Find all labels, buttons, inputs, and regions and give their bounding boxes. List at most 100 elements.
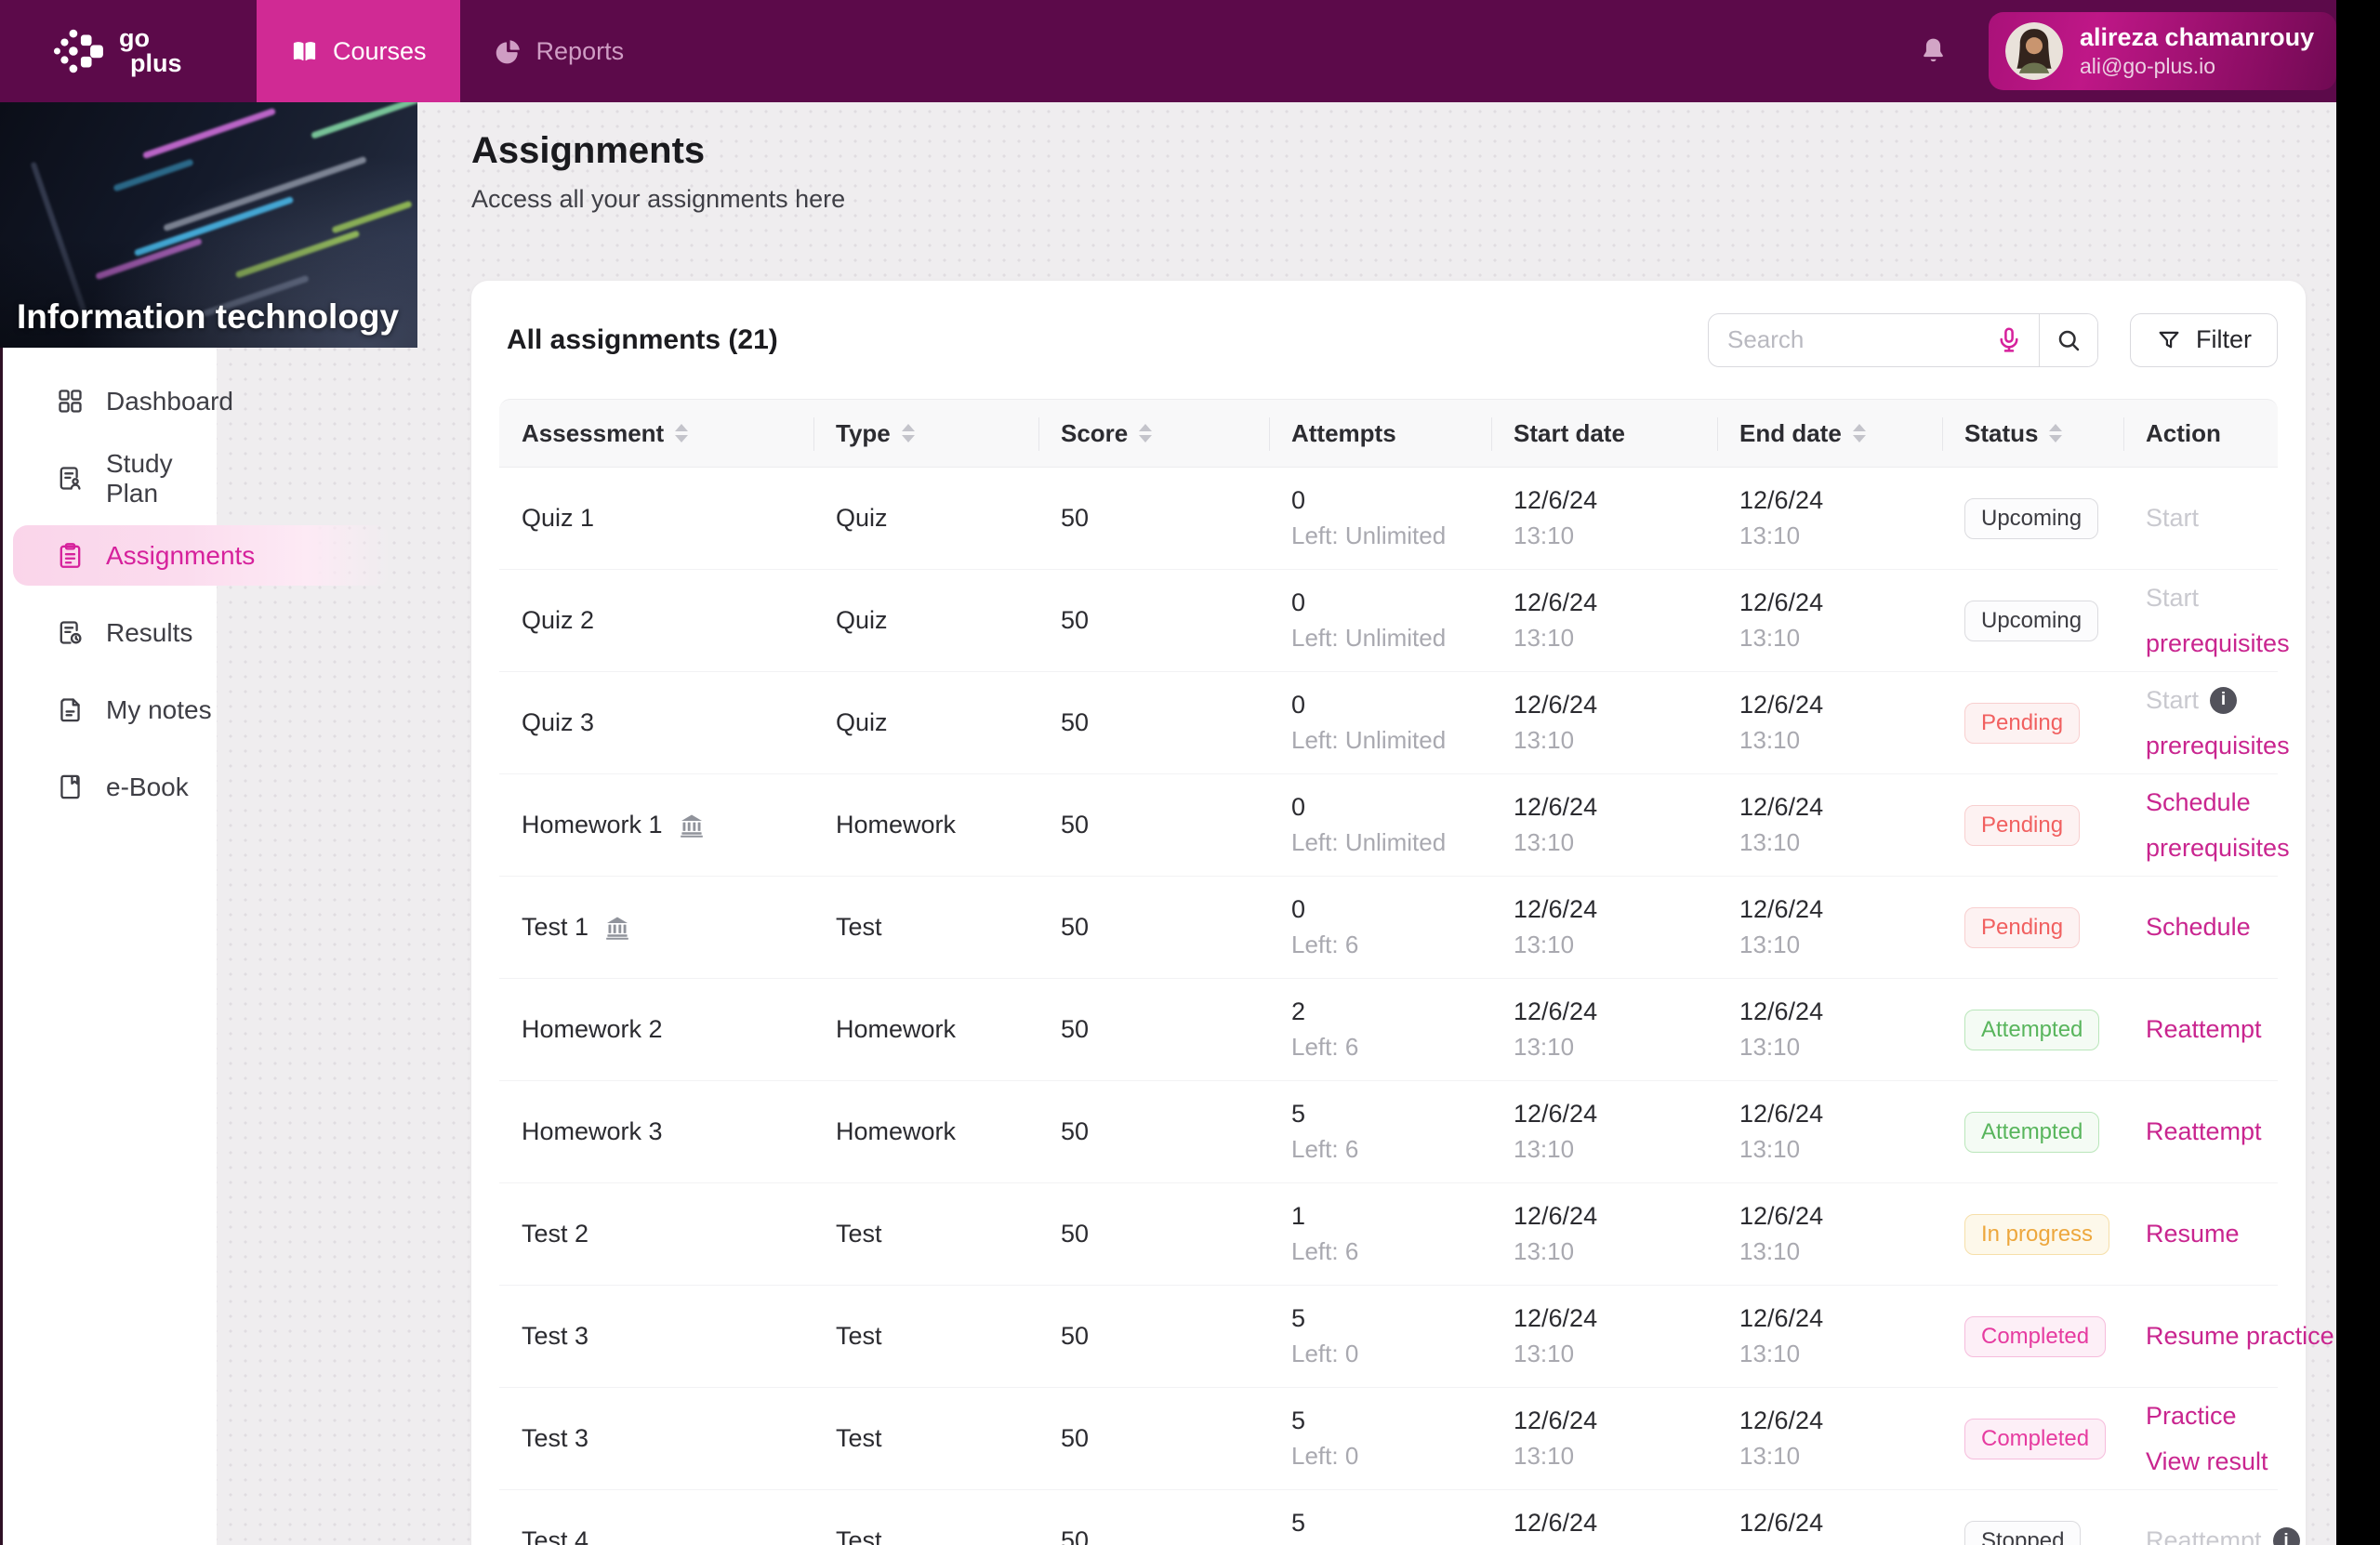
start-time-value: 13:10	[1514, 522, 1575, 549]
attempts-count: 5	[1291, 1100, 1306, 1128]
cell-attempts: 2 Left: 6	[1269, 979, 1491, 1080]
start-date-value: 12/6/24	[1514, 793, 1598, 821]
status-badge: Upcoming	[1964, 497, 2099, 539]
ebook-icon	[56, 772, 85, 801]
table-body: Quiz 1 Quiz 50 0 Left: Unlimited 12/6/24 13:10…	[499, 468, 2334, 1545]
user-info: alireza chamanrouy ali@go-plus.io	[2080, 23, 2314, 79]
goplus-logo[interactable]: go plus	[48, 0, 182, 102]
user-avatar	[2005, 22, 2063, 80]
search-button[interactable]	[2039, 313, 2097, 366]
action-prerequisites[interactable]: prerequisites	[2146, 732, 2290, 760]
type-value: Quiz	[836, 504, 888, 532]
sidebar-item-dashboard[interactable]: Dashboard	[0, 363, 233, 440]
filter-button[interactable]: Filter	[2130, 312, 2278, 367]
action-prerequisites[interactable]: prerequisites	[2146, 629, 2290, 658]
filter-label: Filter	[2196, 325, 2252, 353]
action-start: Start	[2146, 504, 2199, 533]
sidebar-item-e-book[interactable]: e-Book	[0, 748, 217, 825]
cell-status: Pending	[1942, 774, 2123, 876]
search-input[interactable]	[1709, 313, 1994, 366]
sidebar-item-results[interactable]: Results	[0, 594, 217, 671]
cell-action: Practice View result	[2123, 1388, 2278, 1489]
sidebar-item-assignments[interactable]: Assignments	[0, 517, 390, 594]
sort-arrows-icon[interactable]	[1852, 424, 1866, 442]
start-date-value: 12/6/24	[1514, 1509, 1598, 1537]
action-resume-practice[interactable]: Resume practice	[2146, 1322, 2334, 1351]
score-value: 50	[1061, 1220, 1090, 1248]
column-header-status[interactable]: Status	[1942, 400, 2123, 467]
cell-end-date: 12/6/24 13:10	[1717, 468, 1942, 569]
cell-start-date: 12/6/24 13:10	[1491, 1286, 1717, 1387]
column-header-type[interactable]: Type	[813, 400, 1038, 467]
action-label: Resume	[2146, 1220, 2240, 1248]
status-badge: Pending	[1964, 804, 2081, 846]
action-schedule[interactable]: Schedule	[2146, 788, 2290, 817]
action-practice[interactable]: Practice	[2146, 1402, 2268, 1431]
attempts-count: 0	[1291, 691, 1306, 719]
column-label: End date	[1739, 418, 1842, 447]
attempts-count: 0	[1291, 486, 1306, 514]
column-header-end-date[interactable]: End date	[1717, 400, 1942, 467]
user-menu[interactable]: alireza chamanrouy ali@go-plus.io	[1989, 12, 2336, 90]
page-title: Assignments	[471, 130, 706, 171]
end-date-value: 12/6/24	[1739, 1202, 1824, 1230]
start-time-value: 13:10	[1514, 828, 1575, 856]
action-reattempt[interactable]: Reattempt	[2146, 1015, 2262, 1044]
action-view-result[interactable]: View result	[2146, 1447, 2268, 1476]
table-row: Quiz 2 Quiz 50 0 Left: Unlimited 12/6/24 13:10…	[499, 570, 2290, 672]
cell-status: Completed	[1942, 1388, 2123, 1489]
cell-status: In progress	[1942, 1183, 2123, 1285]
attempts-count: 5	[1291, 1509, 1306, 1537]
cell-score: 50	[1038, 1081, 1269, 1182]
sort-arrows-icon[interactable]	[2049, 424, 2063, 442]
table-row: Quiz 3 Quiz 50 0 Left: Unlimited 12/6/24 13:10…	[499, 672, 2290, 774]
cell-action: Schedule prerequisites	[2123, 774, 2290, 876]
table-row: Test 1 Test 50 0 Left: 6 12/6/24 13:10 12/6/24 1…	[499, 877, 2278, 979]
sidebar-item-label: Assignments	[106, 540, 256, 570]
action-schedule[interactable]: Schedule	[2146, 913, 2251, 942]
cell-action: Start i prerequisites	[2123, 672, 2290, 773]
start-date-value: 12/6/24	[1514, 1202, 1598, 1230]
column-header-score[interactable]: Score	[1038, 400, 1269, 467]
end-time-value: 13:10	[1739, 522, 1801, 549]
assessment-name: Test 3	[522, 1322, 589, 1350]
start-date-value: 12/6/24	[1514, 997, 1598, 1025]
sort-arrows-icon[interactable]	[675, 424, 689, 442]
sidebar-item-label: Dashboard	[106, 386, 233, 416]
start-time-value: 13:10	[1514, 624, 1575, 652]
cell-status: Upcoming	[1942, 468, 2123, 569]
cell-start-date: 12/6/24 13:10	[1491, 570, 1717, 671]
end-date-value: 12/6/24	[1739, 1406, 1824, 1434]
cell-type: Test	[813, 877, 1038, 978]
action-stack: Start prerequisites	[2146, 584, 2290, 658]
action-reattempt[interactable]: Reattempt	[2146, 1117, 2262, 1146]
cell-assessment: Test 2	[499, 1183, 813, 1285]
action-prerequisites[interactable]: prerequisites	[2146, 834, 2290, 863]
cell-start-date: 12/6/24 13:10	[1491, 979, 1717, 1080]
cell-action: Reattempt i	[2123, 1490, 2300, 1545]
column-header-assessment[interactable]: Assessment	[499, 400, 813, 467]
action-resume[interactable]: Resume	[2146, 1220, 2240, 1248]
cell-start-date: 12/6/24 13:10	[1491, 774, 1717, 876]
notifications-bell-icon[interactable]	[1917, 34, 1950, 67]
column-label: Type	[836, 418, 891, 447]
info-icon[interactable]: i	[2272, 1527, 2300, 1545]
info-icon[interactable]: i	[2210, 686, 2238, 714]
sidebar-item-my-notes[interactable]: My notes	[0, 671, 217, 748]
sidebar-item-study-plan[interactable]: Study Plan	[0, 440, 217, 517]
action-stack: Reattempt	[2146, 1015, 2262, 1044]
end-time-value: 13:10	[1739, 726, 1801, 754]
microphone-icon[interactable]	[1994, 325, 2024, 355]
start-time-value: 13:10	[1514, 1340, 1575, 1367]
column-label: Status	[1964, 418, 2039, 447]
sort-arrows-icon[interactable]	[901, 424, 915, 442]
nav-tab-courses[interactable]: Courses	[257, 0, 460, 102]
cell-attempts: 0 Left: Unlimited	[1269, 468, 1491, 569]
sort-arrows-icon[interactable]	[1139, 424, 1153, 442]
screen-edge-strip	[2336, 0, 2380, 1545]
nav-tab-reports[interactable]: Reports	[460, 0, 658, 102]
top-navbar: go plus Courses Reports alireza chamanrou…	[0, 0, 2380, 102]
attempts-left: Left: Unlimited	[1291, 828, 1447, 856]
page-header: Assignments Access all your assignments …	[471, 130, 845, 214]
